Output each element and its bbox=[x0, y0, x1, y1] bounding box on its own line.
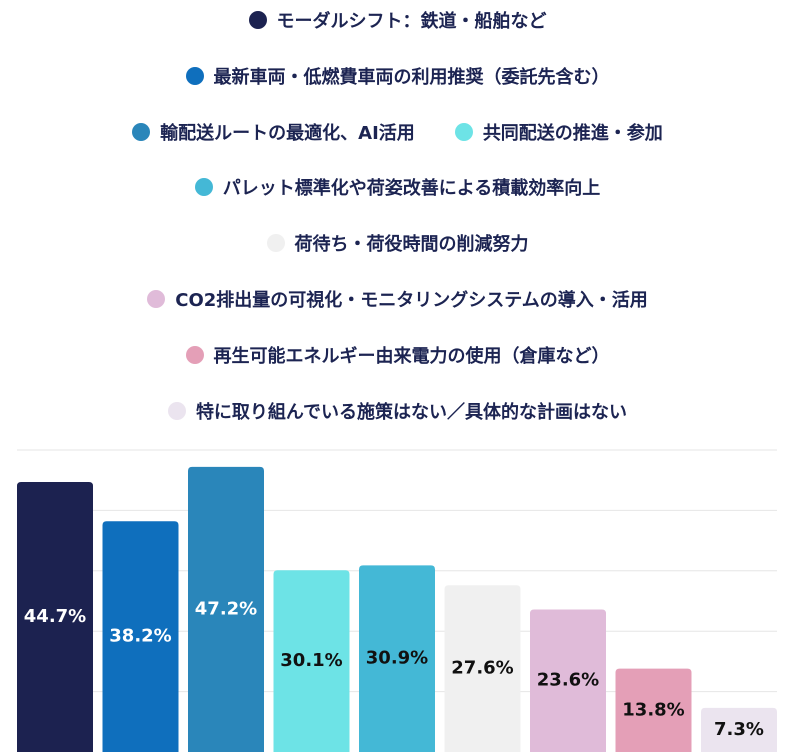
data-label: 13.8% bbox=[622, 699, 684, 720]
legend-row: パレット標準化や荷姿改善による積載効率向上 bbox=[0, 174, 795, 200]
data-label: 23.6% bbox=[537, 670, 599, 691]
legend-row: CO2排出量の可視化・モニタリングシステムの導入・活用 bbox=[0, 286, 795, 312]
legend-label: 特に取り組んでいる施策はない／具体的な計画はない bbox=[195, 402, 628, 423]
legend-row: モーダルシフト：鉄道・船舶など bbox=[0, 7, 795, 33]
chart-legend: モーダルシフト：鉄道・船舶など最新車両・低燃費車両の利用推奨（委託先含む） 輸配送… bbox=[0, 7, 795, 424]
data-label: 7.3% bbox=[714, 719, 764, 740]
legend-item: パレット標準化や荷姿改善による積載効率向上 bbox=[194, 174, 601, 200]
bar bbox=[615, 668, 692, 752]
legend-item: 最新車両・低燃費車両の利用推奨（委託先含む） bbox=[185, 63, 610, 89]
legend-swatch bbox=[167, 402, 186, 420]
legend-row: 輸配送ルートの最適化、AI活用 共同配送の推進・参加 bbox=[0, 119, 795, 145]
legend-label: モーダルシフト：鉄道・船舶など bbox=[276, 11, 547, 32]
legend-label: 最新車両・低燃費車両の利用推奨（委託先含む） bbox=[213, 67, 610, 88]
legend-row: 最新車両・低燃費車両の利用推奨（委託先含む） bbox=[0, 63, 795, 89]
bar bbox=[273, 570, 350, 752]
legend-label: パレット標準化や荷姿改善による積載効率向上 bbox=[222, 178, 601, 199]
legend-label: CO2排出量の可視化・モニタリングシステムの導入・活用 bbox=[175, 290, 648, 311]
data-label: 27.6% bbox=[451, 658, 513, 679]
data-label: 30.1% bbox=[280, 650, 342, 671]
legend-item: モーダルシフト：鉄道・船舶など bbox=[248, 7, 547, 33]
legend-row: 再生可能エネルギー由来電力の使用（倉庫など） bbox=[0, 342, 795, 368]
legend-swatch bbox=[185, 67, 204, 85]
data-label: 44.7% bbox=[24, 606, 86, 627]
legend-label: 再生可能エネルギー由来電力の使用（倉庫など） bbox=[213, 346, 610, 367]
legend-swatch bbox=[454, 123, 473, 141]
bar bbox=[359, 565, 435, 752]
data-label: 47.2% bbox=[195, 598, 257, 619]
legend-item: 特に取り組んでいる施策はない／具体的な計画はない bbox=[167, 398, 628, 424]
legend-item: 再生可能エネルギー由来電力の使用（倉庫など） bbox=[185, 342, 610, 368]
legend-label: 荷待ち・荷役時間の削減努力 bbox=[294, 234, 529, 255]
bar bbox=[17, 482, 93, 752]
data-label: 30.9% bbox=[366, 648, 428, 669]
bar-chart: 44.7% 38.2% 47.2% 30.1% 30.9% 27.6% 23.6% 13.8%… bbox=[17, 449, 777, 752]
legend-row: 特に取り組んでいる施策はない／具体的な計画はない bbox=[0, 398, 795, 424]
legend-item: 共同配送の推進・参加 bbox=[454, 119, 663, 145]
legend-item: CO2排出量の可視化・モニタリングシステムの導入・活用 bbox=[147, 286, 648, 312]
bar bbox=[444, 585, 521, 752]
bar bbox=[102, 521, 179, 752]
legend-swatch bbox=[147, 290, 166, 308]
legend-label: 共同配送の推進・参加 bbox=[482, 123, 663, 144]
legend-item: 輸配送ルートの最適化、AI活用 bbox=[132, 119, 415, 145]
legend-label: 輸配送ルートの最適化、AI活用 bbox=[160, 123, 415, 144]
legend-row: 荷待ち・荷役時間の削減努力 bbox=[0, 230, 795, 256]
bar bbox=[530, 609, 606, 752]
legend-swatch bbox=[132, 123, 151, 141]
legend-swatch bbox=[194, 178, 213, 196]
legend-swatch bbox=[266, 234, 285, 252]
legend-swatch bbox=[248, 11, 267, 29]
data-label: 38.2% bbox=[109, 626, 171, 647]
bar bbox=[701, 707, 777, 752]
legend-item: 荷待ち・荷役時間の削減努力 bbox=[266, 230, 529, 256]
legend-swatch bbox=[185, 346, 204, 364]
bar bbox=[188, 466, 264, 752]
